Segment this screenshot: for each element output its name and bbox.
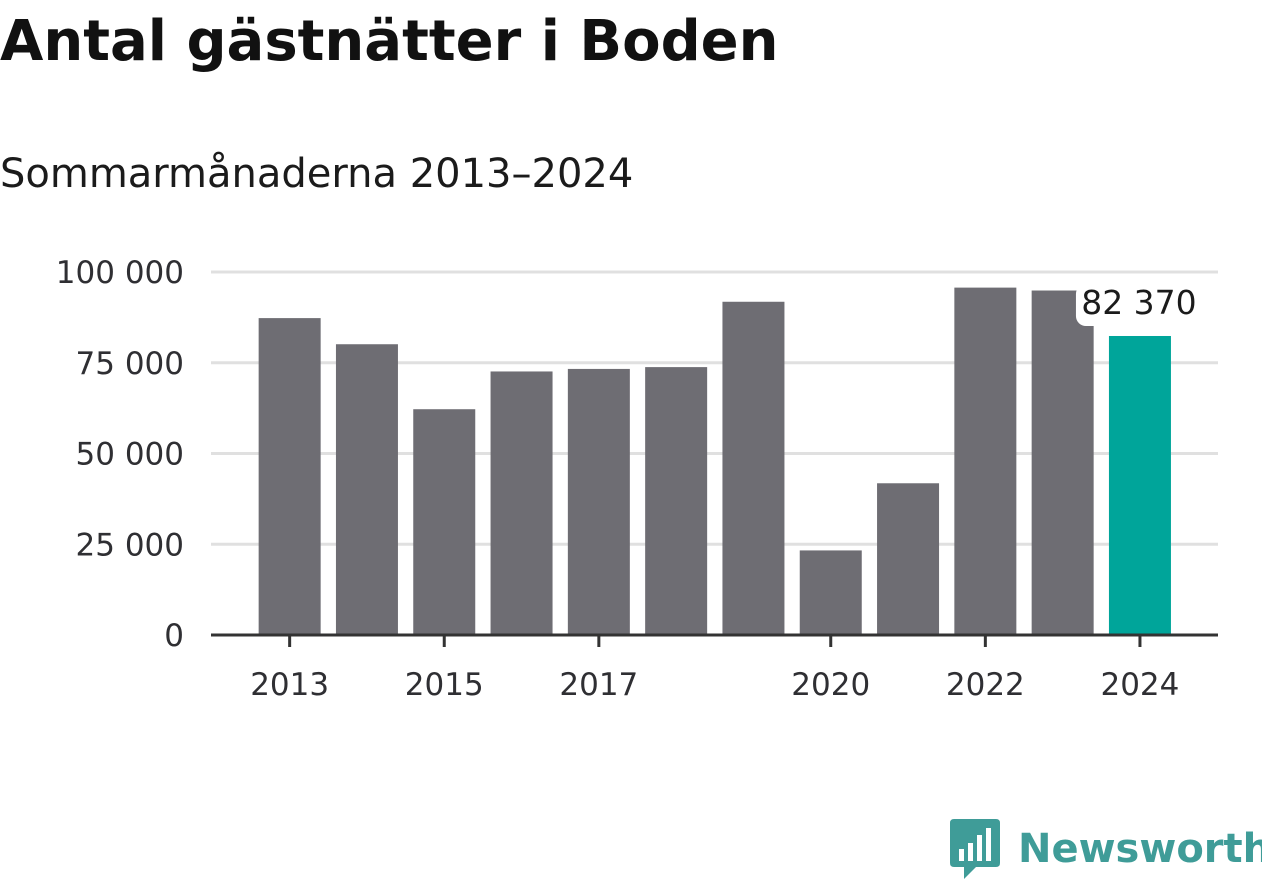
x-tick-label: 2017 [559, 667, 638, 703]
bars [258, 287, 1171, 635]
bar-2022 [954, 287, 1017, 635]
data-label-background [1075, 283, 1200, 326]
bar-2024 [1108, 335, 1171, 635]
bar-2021 [877, 483, 940, 635]
bar-2017 [567, 368, 630, 635]
x-tick-label: 2022 [946, 667, 1025, 703]
y-axis-tick-labels: 0 25 000 50 000 75 000 100 000 [56, 255, 184, 654]
bar-2016 [490, 371, 553, 635]
y-tick-label: 100 000 [56, 255, 184, 291]
chart-subtitle: Sommarmånaderna 2013–2024 [0, 151, 634, 197]
bar-2014 [335, 344, 398, 635]
x-tick-label: 2024 [1100, 667, 1179, 703]
data-label-2024: 82 370 [1081, 283, 1196, 322]
bar-2019 [722, 301, 785, 635]
x-axis-tick-labels: 2013 2015 2017 2020 2022 2024 [250, 667, 1179, 703]
y-tick-label: 50 000 [76, 437, 184, 473]
x-tick-label: 2015 [405, 667, 484, 703]
bar-2020 [799, 550, 862, 635]
data-labels: 82 370 [1075, 283, 1200, 326]
chart-title: Antal gästnätter i Boden [0, 9, 779, 74]
x-tick-label: 2013 [250, 667, 329, 703]
x-tick-label: 2020 [791, 667, 870, 703]
bar-2013 [258, 318, 321, 635]
y-tick-label: 0 [164, 618, 184, 654]
bar-2015 [413, 409, 476, 635]
brand-name: Newsworthy [1018, 826, 1262, 872]
y-tick-label: 75 000 [76, 346, 184, 382]
newsworthy-logo: Newsworthy [950, 818, 1262, 880]
newsworthy-chart-bubble-icon [950, 819, 1000, 879]
bar-2023 [1031, 290, 1094, 635]
y-tick-label: 25 000 [76, 527, 184, 563]
x-axis [211, 633, 1218, 647]
bar-2018 [645, 367, 708, 635]
